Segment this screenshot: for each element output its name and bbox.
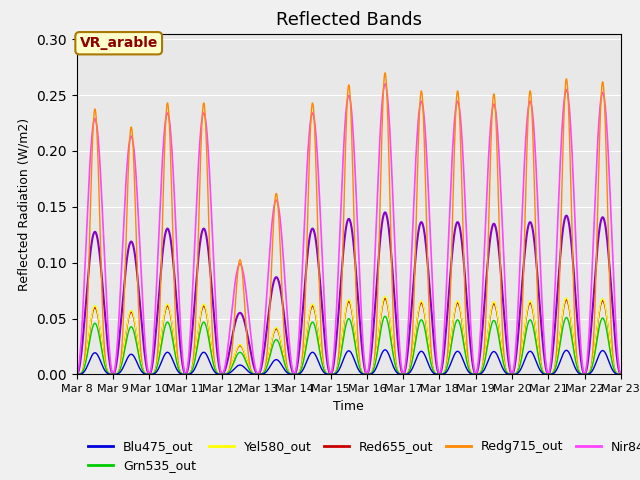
Text: VR_arable: VR_arable <box>79 36 158 50</box>
Y-axis label: Reflected Radiation (W/m2): Reflected Radiation (W/m2) <box>18 118 31 290</box>
X-axis label: Time: Time <box>333 400 364 413</box>
Legend: Blu475_out, Grn535_out, Yel580_out, Red655_out, Redg715_out, Nir840_out, Nir945_: Blu475_out, Grn535_out, Yel580_out, Red6… <box>83 435 640 477</box>
Title: Reflected Bands: Reflected Bands <box>276 11 422 29</box>
